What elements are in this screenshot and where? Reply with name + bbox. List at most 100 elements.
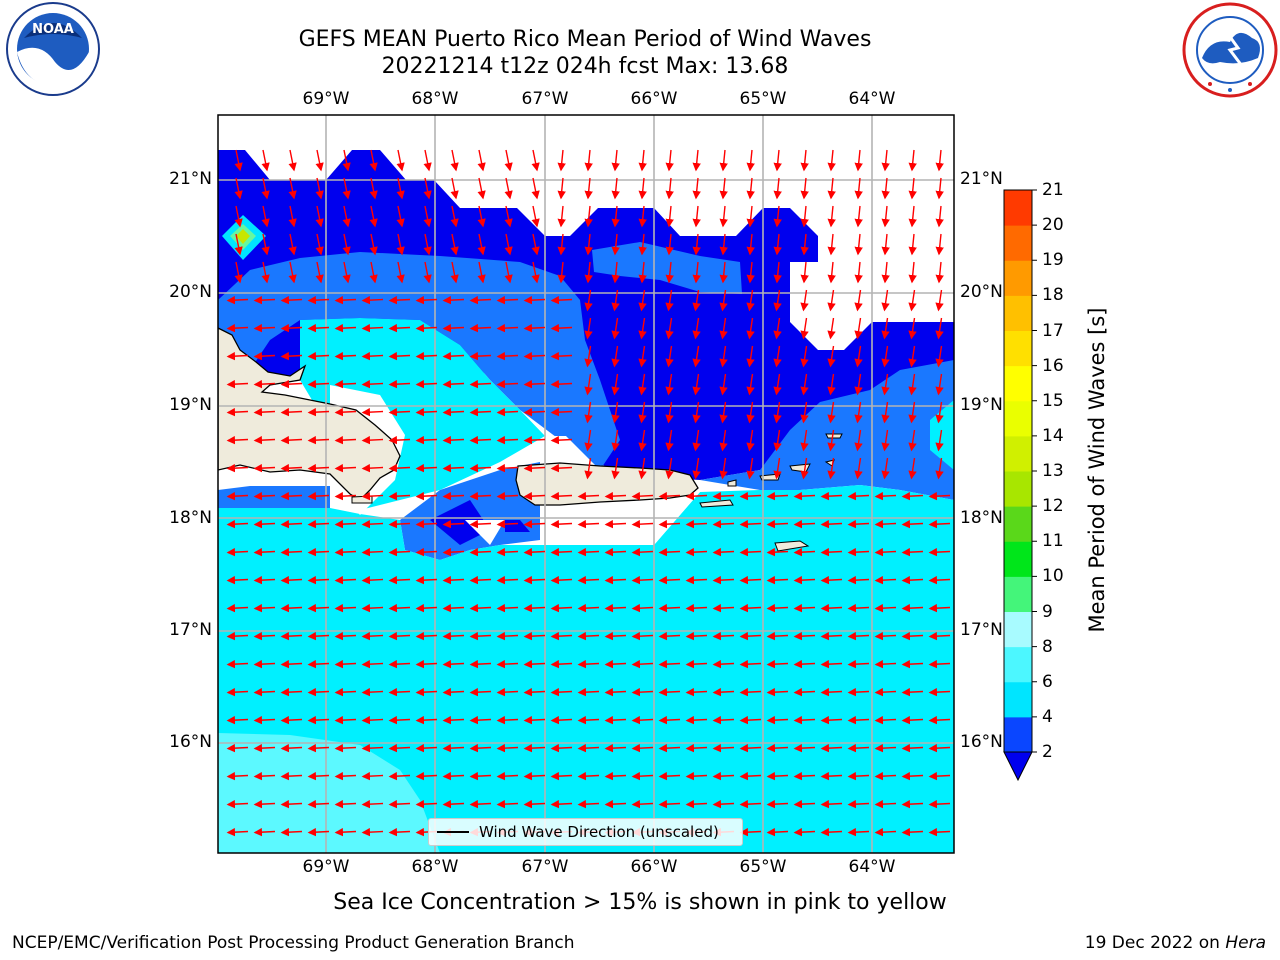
- wind-wave-arrow: [253, 519, 276, 529]
- wind-wave-arrow: [739, 547, 762, 557]
- wind-wave-arrow: [226, 575, 249, 585]
- colorbar-tick-label: 6: [1042, 671, 1053, 692]
- wind-wave-arrow: [712, 631, 735, 641]
- wind-wave-arrow: [253, 463, 276, 473]
- wind-wave-arrow: [253, 659, 276, 669]
- nws-logo: [1182, 2, 1278, 98]
- wind-wave-arrow: [773, 289, 782, 312]
- wind-wave-arrow: [604, 603, 627, 613]
- wind-wave-arrow: [280, 603, 303, 613]
- wind-wave-arrow: [658, 519, 681, 529]
- wind-wave-arrow: [550, 351, 573, 361]
- wind-wave-arrow: [226, 323, 249, 333]
- wind-wave-arrow: [611, 233, 620, 256]
- wind-wave-arrow: [550, 771, 573, 781]
- wind-wave-arrow: [908, 149, 917, 172]
- lat-label-left: 20°N: [169, 282, 212, 302]
- wind-wave-arrow: [226, 379, 249, 389]
- wind-wave-arrow: [442, 407, 465, 417]
- wind-wave-arrow: [847, 687, 870, 697]
- wind-wave-arrow: [604, 575, 627, 585]
- wind-wave-arrow: [442, 631, 465, 641]
- wind-wave-arrow: [874, 715, 897, 725]
- wind-wave-arrow: [550, 547, 573, 557]
- wind-wave-arrow: [692, 289, 701, 312]
- wind-wave-arrow: [523, 659, 546, 669]
- wind-wave-arrow: [827, 233, 836, 256]
- map-legend: Wind Wave Direction (unscaled): [428, 818, 743, 846]
- wind-wave-arrow: [307, 351, 330, 361]
- wind-wave-arrow: [469, 547, 492, 557]
- wind-wave-arrow: [226, 603, 249, 613]
- wind-wave-arrow: [388, 547, 411, 557]
- wind-wave-arrow: [504, 177, 513, 200]
- wind-wave-arrow: [307, 827, 330, 837]
- wind-wave-arrow: [773, 149, 782, 172]
- wind-wave-arrow: [854, 177, 863, 200]
- wind-wave-arrow: [388, 323, 411, 333]
- wind-wave-arrow: [746, 317, 755, 340]
- lat-label-left: 17°N: [169, 620, 212, 640]
- wind-wave-arrow: [504, 261, 513, 284]
- wind-wave-arrow: [746, 289, 755, 312]
- wind-wave-arrow: [226, 435, 249, 445]
- wind-wave-arrow: [550, 743, 573, 753]
- wind-wave-arrow: [854, 345, 863, 368]
- wind-wave-arrow: [388, 519, 411, 529]
- wind-wave-arrow: [854, 317, 863, 340]
- wind-wave-arrow: [369, 261, 378, 284]
- wind-wave-arrow: [280, 295, 303, 305]
- wind-wave-arrow: [658, 631, 681, 641]
- colorbar-bin: [1004, 295, 1032, 331]
- wind-wave-arrow: [388, 435, 411, 445]
- wind-wave-arrow: [793, 631, 816, 641]
- wind-wave-arrow: [253, 323, 276, 333]
- wind-wave-arrow: [800, 177, 809, 200]
- wind-wave-arrow: [820, 631, 843, 641]
- wind-wave-arrow: [820, 547, 843, 557]
- wind-wave-arrow: [739, 827, 762, 837]
- wind-wave-arrow: [469, 715, 492, 725]
- colorbar-bin: [1004, 400, 1032, 437]
- wind-wave-arrow: [388, 743, 411, 753]
- wind-wave-arrow: [935, 205, 944, 228]
- wind-wave-arrow: [847, 491, 870, 501]
- wind-wave-arrow: [631, 715, 654, 725]
- colorbar-bin: [1004, 611, 1032, 648]
- wind-wave-arrow: [388, 771, 411, 781]
- wind-wave-arrow: [584, 401, 593, 424]
- wind-wave-arrow: [820, 771, 843, 781]
- colorbar-bin: [1004, 225, 1032, 261]
- wind-wave-arrow: [719, 233, 728, 256]
- lat-label-left: 21°N: [169, 169, 212, 189]
- wind-wave-arrow: [288, 149, 297, 172]
- wind-wave-arrow: [577, 659, 600, 669]
- wind-wave-arrow: [739, 687, 762, 697]
- wind-wave-arrow: [719, 373, 728, 396]
- wind-wave-arrow: [531, 205, 540, 228]
- wind-wave-arrow: [935, 345, 944, 368]
- wind-wave-arrow: [415, 491, 438, 501]
- wind-wave-arrow: [692, 317, 701, 340]
- wind-wave-arrow: [288, 177, 297, 200]
- wind-wave-arrow: [766, 715, 789, 725]
- wind-wave-arrow: [584, 289, 593, 312]
- lon-label-top: 69°W: [302, 89, 350, 109]
- wind-wave-arrow: [234, 261, 243, 284]
- wind-wave-arrow: [477, 149, 486, 172]
- wind-wave-arrow: [450, 149, 459, 172]
- colorbar-tick-label: 2: [1042, 742, 1053, 762]
- wind-wave-arrow: [442, 435, 465, 445]
- wind-wave-arrow: [604, 743, 627, 753]
- wind-wave-arrow: [531, 177, 540, 200]
- wind-wave-arrow: [442, 771, 465, 781]
- wind-wave-arrow: [712, 771, 735, 781]
- colorbar-bin: [1004, 260, 1032, 296]
- lon-label-top: 68°W: [411, 89, 459, 109]
- wind-wave-arrow: [604, 715, 627, 725]
- wind-wave-arrow: [253, 631, 276, 641]
- wind-wave-arrow: [477, 261, 486, 284]
- legend-label: Wind Wave Direction (unscaled): [479, 823, 719, 841]
- wind-wave-arrow: [584, 345, 593, 368]
- wind-wave-arrow: [415, 603, 438, 613]
